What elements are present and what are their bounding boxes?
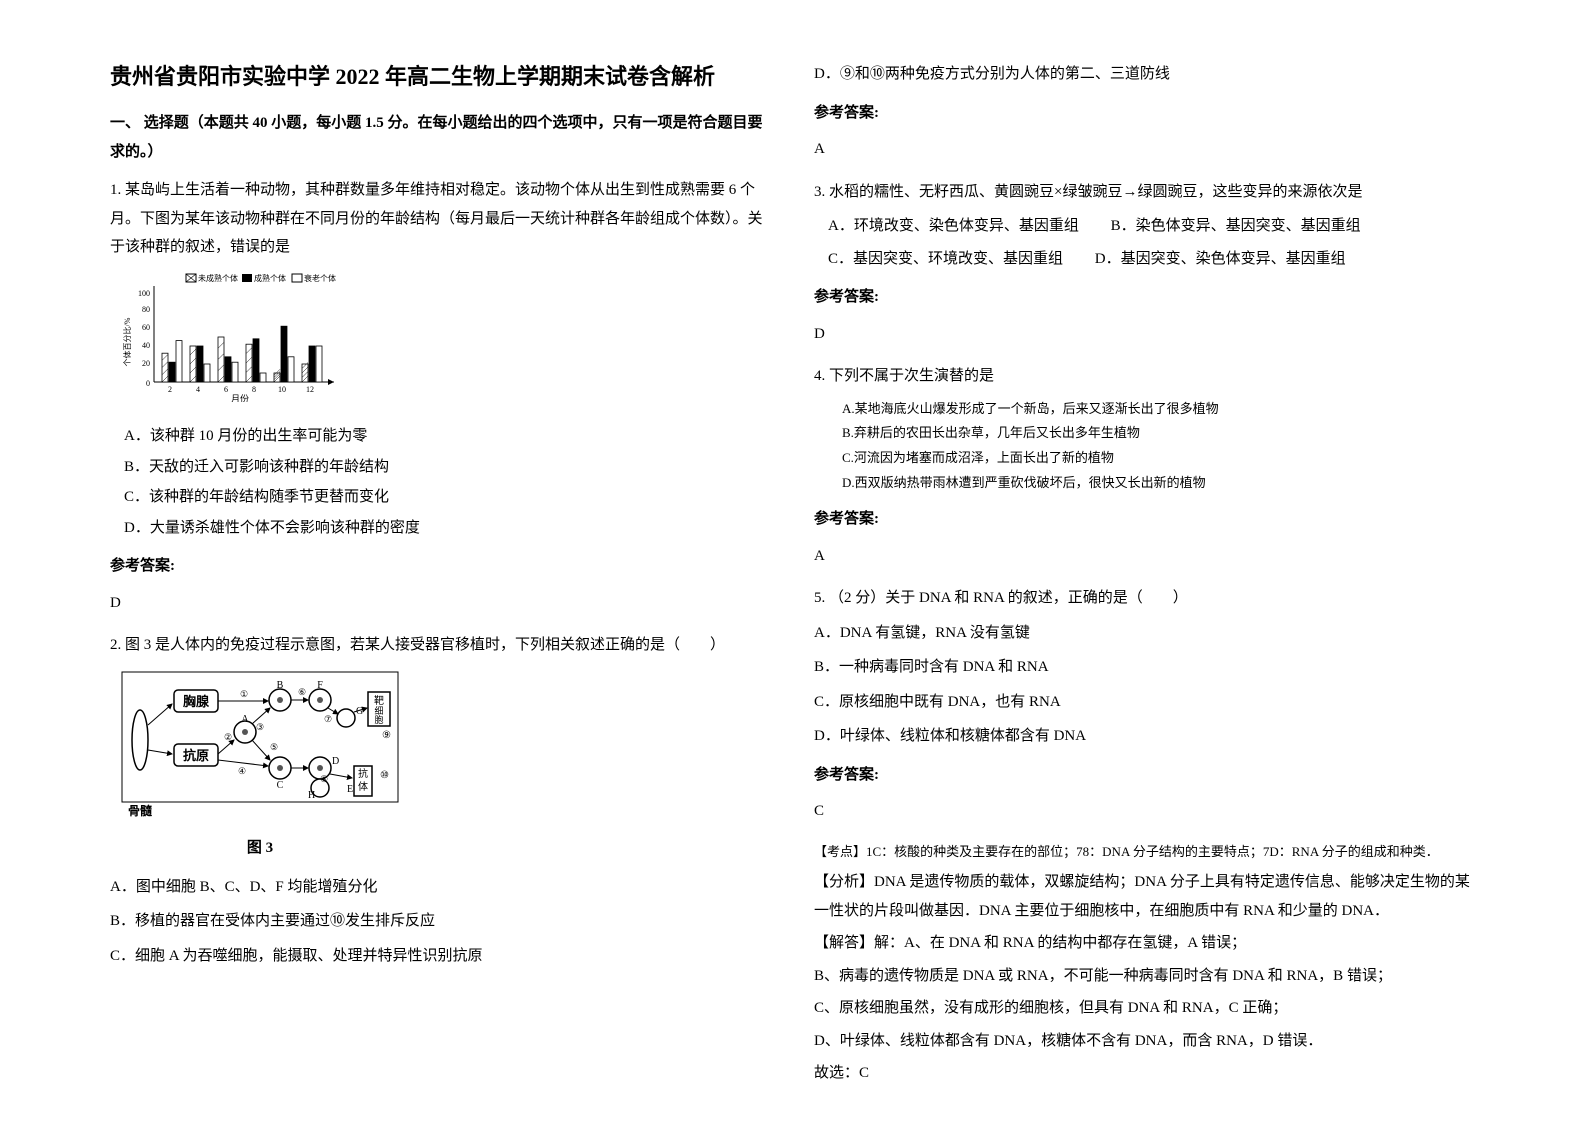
q2-opt-a: A．图中细胞 B、C、D、F 均能增殖分化 — [110, 873, 773, 902]
q1-opt-c: C．该种群的年龄结构随季节更替而变化 — [124, 483, 773, 512]
q4-answer-header: 参考答案: — [814, 505, 1477, 534]
xtick: 10 — [278, 385, 286, 394]
ytick: 100 — [138, 289, 150, 298]
q2-stem: 2. 图 3 是人体内的免疫过程示意图，若某人接受器官移植时，下列相关叙述正确的… — [110, 631, 773, 660]
node-h: H — [308, 790, 315, 801]
node-e: E — [347, 784, 353, 795]
ytick: 60 — [142, 323, 150, 332]
q5-answer-header: 参考答案: — [814, 761, 1477, 790]
y-label: 个体百分比/% — [122, 317, 132, 366]
node-d: D — [332, 756, 339, 767]
q4-answer: A — [814, 542, 1477, 571]
edge-10: ⑩ — [380, 770, 389, 781]
section-header: 一、 选择题（本题共 40 小题，每小题 1.5 分。在每小题给出的四个选项中，… — [110, 109, 773, 166]
q1-answer-header: 参考答案: — [110, 552, 773, 581]
svg-text:抗: 抗 — [358, 767, 368, 780]
q5-answer: C — [814, 797, 1477, 826]
q3-opt-d: D．基因突变、染色体变异、基因重组 — [1095, 245, 1346, 274]
antigen-label: 抗原 — [183, 748, 209, 763]
edge-4: ④ — [238, 766, 246, 776]
edge-8: ⑧ — [320, 774, 328, 784]
q3-answer: D — [814, 320, 1477, 349]
q1-opt-d: D．大量诱杀雄性个体不会影响该种群的密度 — [124, 514, 773, 543]
q5-opt-b: B．一种病毒同时含有 DNA 和 RNA — [814, 653, 1477, 682]
xtick: 2 — [168, 385, 172, 394]
q2-opt-c: C．细胞 A 为吞噬细胞，能摄取、处理并特异性识别抗原 — [110, 942, 773, 971]
q4-opt-d: D.西双版纳热带雨林遭到严重砍伐破坏后，很快又长出新的植物 — [842, 471, 1477, 496]
xtick: 8 — [252, 385, 256, 394]
q1-stem: 1. 某岛屿上生活着一种动物，其种群数量多年维持相对稳定。该动物个体从出生到性成… — [110, 176, 773, 262]
edge-1: ① — [240, 689, 248, 699]
q5-opt-d: D．叶绿体、线粒体和核糖体都含有 DNA — [814, 722, 1477, 751]
edge-9: ⑨ — [382, 730, 391, 741]
q2-opt-d: D．⑨和⑩两种免疫方式分别为人体的第二、三道防线 — [814, 60, 1477, 89]
q5-opt-a: A．DNA 有氢键，RNA 没有氢键 — [814, 619, 1477, 648]
x-label: 月份 — [231, 393, 249, 402]
legend2: 成熟个体 — [254, 273, 286, 283]
legend1: 未成熟个体 — [198, 273, 238, 283]
q5-stem: 5. （2 分）关于 DNA 和 RNA 的叙述，正确的是（ ） — [814, 584, 1477, 613]
q3-opt-a: A．环境改变、染色体变异、基因重组 — [828, 212, 1079, 241]
ytick: 20 — [142, 359, 150, 368]
q3-row2: C．基因突变、环境改变、基因重组 D．基因突变、染色体变异、基因重组 — [828, 245, 1477, 274]
edge-2: ② — [224, 732, 232, 742]
xtick: 4 — [196, 385, 200, 394]
right-column: D．⑨和⑩两种免疫方式分别为人体的第二、三道防线 参考答案: A 3. 水稻的糯… — [794, 60, 1497, 1082]
q3-row1: A．环境改变、染色体变异、基因重组 B．染色体变异、基因突变、基因重组 — [828, 212, 1477, 241]
q5-opt-c: C．原核细胞中既有 DNA，也有 RNA — [814, 688, 1477, 717]
q3-opt-c: C．基因突变、环境改变、基因重组 — [828, 245, 1063, 274]
q3-stem: 3. 水稻的糯性、无籽西瓜、黄圆豌豆×绿皱豌豆→绿圆豌豆，这些变异的来源依次是 — [814, 178, 1477, 207]
q4-stem: 4. 下列不属于次生演替的是 — [814, 362, 1477, 391]
thymus-label: 胸腺 — [183, 694, 210, 709]
legend3: 衰老个体 — [304, 273, 336, 283]
q5-jieda-d: D、叶绿体、线粒体都含有 DNA，核糖体不含有 DNA，而含 RNA，D 错误． — [814, 1027, 1477, 1056]
fig3-caption: 图 3 — [120, 834, 400, 863]
q3-opt-b: B．染色体变异、基因突变、基因重组 — [1111, 212, 1361, 241]
q3-answer-header: 参考答案: — [814, 283, 1477, 312]
svg-text:0: 0 — [146, 379, 150, 388]
node-f: F — [317, 680, 323, 691]
svg-text:体: 体 — [358, 781, 368, 793]
q4-opt-a: A.某地海底火山爆发形成了一个新岛，后来又逐渐长出了很多植物 — [842, 397, 1477, 422]
xtick: 12 — [306, 385, 314, 394]
q5-kaodian: 【考点】1C：核酸的种类及主要存在的部位；78：DNA 分子结构的主要特点；7D… — [814, 840, 1477, 865]
q5-jieda-c: C、原核细胞虽然，没有成形的细胞核，但具有 DNA 和 RNA，C 正确； — [814, 994, 1477, 1023]
q2-answer: A — [814, 135, 1477, 164]
q1-opt-b: B．天敌的迁入可影响该种群的年龄结构 — [124, 453, 773, 482]
node-a: A — [241, 714, 249, 725]
q2-opt-b: B．移植的器官在受体内主要通过⑩发生排斥反应 — [110, 907, 773, 936]
svg-text:胞: 胞 — [374, 714, 383, 725]
q5-guxuan: 故选：C — [814, 1059, 1477, 1088]
q5-jieda-b: B、病毒的遗传物质是 DNA 或 RNA，不可能一种病毒同时含有 DNA 和 R… — [814, 962, 1477, 991]
q1-opt-a: A．该种群 10 月份的出生率可能为零 — [124, 422, 773, 451]
q1-chart: 未成熟个体 成熟个体 衰老个体 20 40 60 80 100 个体百分比/% … — [120, 272, 773, 413]
marrow-label: 骨髓 — [128, 803, 153, 818]
q4-opt-c: C.河流因为堵塞而成沼泽，上面长出了新的植物 — [842, 446, 1477, 471]
q4-opt-b: B.弃耕后的农田长出杂草，几年后又长出多年生植物 — [842, 421, 1477, 446]
q5-fenxi: 【分析】DNA 是遗传物质的载体，双螺旋结构；DNA 分子上具有特定遗传信息、能… — [814, 868, 1477, 925]
edge-7: ⑦ — [324, 714, 332, 724]
ytick: 40 — [142, 341, 150, 350]
node-b: B — [277, 680, 284, 691]
left-column: 贵州省贵阳市实验中学 2022 年高二生物上学期期末试卷含解析 一、 选择题（本… — [90, 60, 794, 1082]
q2-answer-header: 参考答案: — [814, 99, 1477, 128]
edge-6: ⑥ — [298, 687, 306, 697]
document-title: 贵州省贵阳市实验中学 2022 年高二生物上学期期末试卷含解析 — [110, 60, 773, 93]
q1-answer: D — [110, 589, 773, 618]
q5-jieda-a: 【解答】解：A、在 DNA 和 RNA 的结构中都存在氢键，A 错误； — [814, 929, 1477, 958]
edge-3: ③ — [256, 722, 264, 732]
xtick: 6 — [224, 385, 228, 394]
ytick: 80 — [142, 305, 150, 314]
edge-5: ⑤ — [270, 742, 278, 752]
q2-diagram: 骨髓 胸腺 抗原 A B C F G — [120, 670, 773, 863]
node-c: C — [277, 780, 284, 791]
